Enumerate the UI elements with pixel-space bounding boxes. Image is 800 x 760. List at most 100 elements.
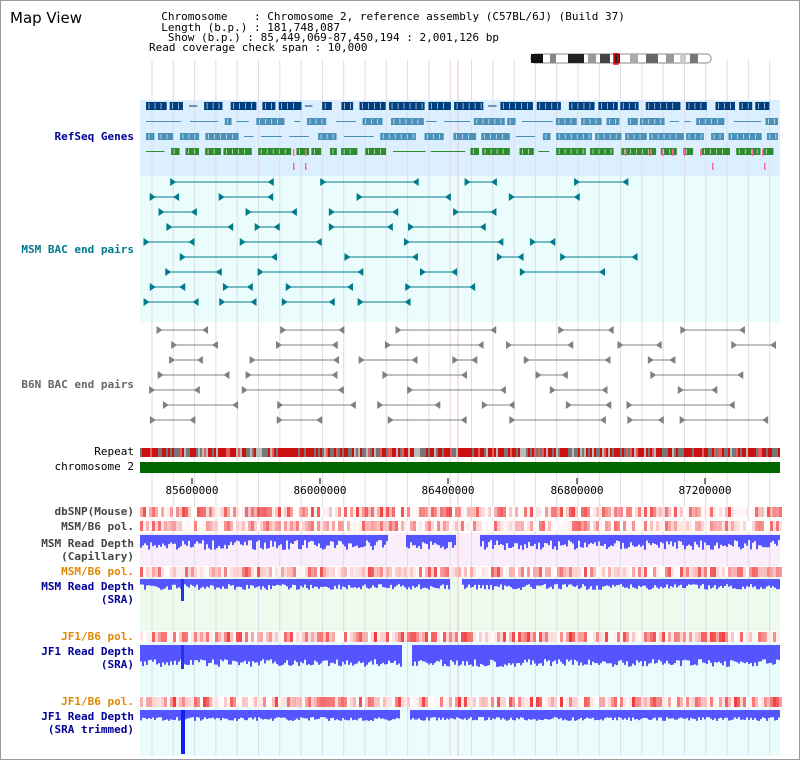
read-depth-bar (406, 535, 408, 548)
polymorphism-cell (671, 521, 674, 531)
track-label-msm-depth-sra[interactable]: MSM Read Depth (41, 580, 134, 593)
repeat-segment (682, 448, 684, 457)
read-depth-bar (746, 535, 748, 546)
polymorphism-cell (545, 632, 548, 642)
read-depth-bar (262, 710, 264, 720)
read-depth-bar (368, 535, 370, 543)
read-depth-bar (674, 710, 676, 720)
read-depth-bar (466, 579, 468, 588)
read-depth-bar (686, 535, 688, 546)
polymorphism-cell (254, 507, 257, 517)
bac-end-arrow (565, 401, 572, 409)
polymorphism-cell (770, 507, 773, 517)
read-depth-bar (474, 710, 476, 720)
read-depth-bar (518, 535, 520, 550)
bac-end-arrow (179, 283, 186, 291)
track-label-refseq[interactable]: RefSeq Genes (54, 130, 134, 143)
polymorphism-cell (470, 507, 473, 517)
read-depth-bar (610, 535, 612, 546)
chromosome-ideogram[interactable] (530, 53, 715, 65)
polymorphism-cell (428, 697, 431, 707)
repeat-segment (284, 448, 286, 457)
track-label-chromosome[interactable]: chromosome 2 (54, 460, 134, 473)
read-depth-bar (516, 535, 518, 544)
track-label-jf1-depth-sra[interactable]: JF1 Read Depth (41, 645, 134, 658)
read-depth-bar (420, 710, 422, 720)
track-label-repeat[interactable]: Repeat (94, 445, 134, 458)
track-label-jf1-depth-trim[interactable]: JF1 Read Depth (41, 710, 134, 723)
read-depth-bar (260, 579, 262, 590)
read-depth-bar (746, 579, 748, 587)
track-label-msm-depth-cap[interactable]: MSM Read Depth (41, 537, 134, 550)
read-depth-bar (552, 579, 554, 590)
track-label-msm-pol-2[interactable]: MSM/B6 pol. (61, 565, 134, 578)
polymorphism-cell (269, 507, 272, 517)
polymorphism-cell (401, 521, 404, 531)
polymorphism-cell (398, 521, 401, 531)
repeat-segment (158, 448, 160, 457)
read-depth-bar (754, 535, 756, 542)
repeat-segment (646, 448, 648, 457)
read-depth-bar (712, 535, 714, 550)
track-label-jf1-pol-1[interactable]: JF1/B6 pol. (61, 630, 134, 643)
track-label-msm-bac[interactable]: MSM BAC end pairs (21, 243, 134, 256)
read-depth-bar (666, 535, 668, 542)
polymorphism-cell (422, 567, 425, 577)
bac-end-arrow (170, 178, 177, 186)
polymorphism-cell (164, 632, 167, 642)
polymorphism-cell (683, 567, 686, 577)
polymorphism-cell (674, 567, 677, 577)
gene-block (341, 102, 354, 110)
repeat-segment (394, 448, 396, 457)
read-depth-bar (530, 645, 532, 665)
polymorphism-cell (755, 632, 758, 642)
read-depth-bar (766, 645, 768, 664)
read-depth-bar (714, 710, 716, 719)
read-depth-bar (672, 710, 674, 719)
read-depth-bar (192, 645, 194, 665)
track-label-msm-pol-1[interactable]: MSM/B6 pol. (61, 520, 134, 533)
read-depth-bar (556, 535, 558, 550)
read-depth-bar (314, 710, 316, 720)
polymorphism-cell (749, 697, 752, 707)
read-depth-bar (246, 579, 248, 585)
polymorphism-cell (722, 632, 725, 642)
polymorphism-cell (338, 697, 341, 707)
read-depth-bar (594, 645, 596, 664)
read-depth-bar (592, 645, 594, 662)
read-depth-bar (412, 579, 414, 586)
read-depth-bar (570, 535, 572, 542)
read-depth-bar (196, 645, 198, 661)
track-label-b6n-bac[interactable]: B6N BAC end pairs (21, 378, 134, 391)
polymorphism-cell (539, 697, 542, 707)
gene-block (555, 118, 577, 125)
read-depth-bar (186, 645, 188, 665)
read-depth-bar (598, 645, 600, 665)
polymorphism-cell (425, 567, 428, 577)
polymorphism-cell (776, 632, 779, 642)
read-depth-bar (260, 710, 262, 719)
read-depth-bar (670, 645, 672, 665)
polymorphism-cell (674, 632, 677, 642)
polymorphism-cell (326, 632, 329, 642)
polymorphism-cell (224, 507, 227, 517)
repeat-segment (496, 448, 498, 457)
read-depth-bar (160, 710, 162, 718)
read-depth-bar (160, 645, 162, 667)
polymorphism-cell (236, 697, 239, 707)
read-depth-bar (224, 579, 226, 589)
read-depth-bar (354, 535, 356, 547)
repeat-segment (708, 448, 710, 457)
track-label-dbsnp[interactable]: dbSNP(Mouse) (54, 505, 134, 518)
read-depth-bar (676, 535, 678, 549)
read-depth-bar (508, 579, 510, 586)
track-label-jf1-pol-2[interactable]: JF1/B6 pol. (61, 695, 134, 708)
polymorphism-cell (449, 697, 452, 707)
repeat-segment (306, 448, 308, 457)
repeat-segment (202, 448, 204, 457)
polymorphism-cell (683, 521, 686, 531)
read-depth-bar (626, 579, 628, 588)
read-depth-bar (686, 645, 688, 661)
polymorphism-cell (635, 521, 638, 531)
